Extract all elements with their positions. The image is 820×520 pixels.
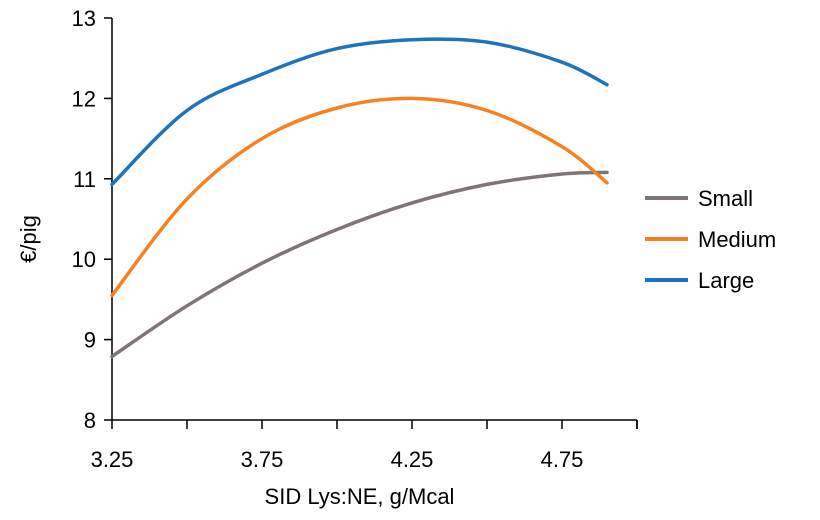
legend: Small Medium Large	[645, 186, 776, 293]
legend-label-medium: Medium	[698, 227, 776, 252]
y-tick-label: 10	[72, 247, 96, 272]
plot-area	[110, 37, 609, 359]
y-axis-title: €/pig	[16, 215, 41, 263]
series-line-large	[110, 37, 609, 187]
x-tick-label: 4.25	[391, 447, 434, 472]
series-line-small	[110, 170, 609, 359]
y-tick-label: 12	[72, 86, 96, 111]
x-tick-label: 4.75	[541, 447, 584, 472]
x-axis-title: SID Lys:NE, g/Mcal	[265, 484, 455, 509]
axes: 8 9 10 11 12 13 3.25 3.75 4.25 4.75	[72, 6, 638, 472]
series-line-medium	[110, 96, 609, 298]
x-tick-label: 3.25	[91, 447, 134, 472]
y-tick-label: 11	[73, 167, 96, 192]
x-tick-label: 3.75	[241, 447, 284, 472]
y-tick-label: 13	[72, 6, 96, 31]
y-tick-label: 9	[84, 328, 96, 353]
y-tick-label: 8	[84, 408, 96, 433]
legend-label-large: Large	[698, 268, 754, 293]
legend-label-small: Small	[698, 186, 753, 211]
